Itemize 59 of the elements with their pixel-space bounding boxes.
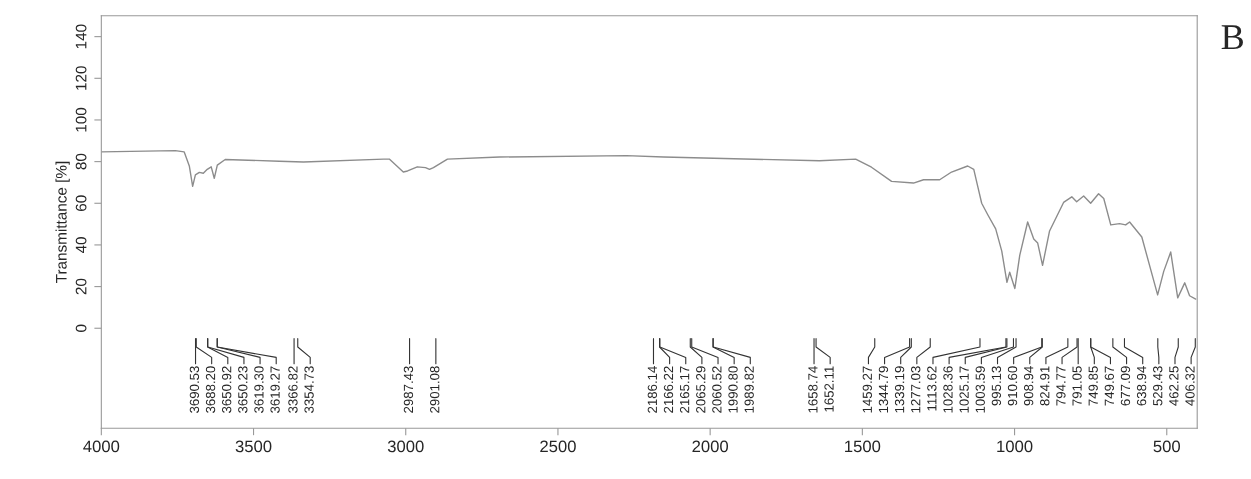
x-tick-label: 3500 — [235, 440, 272, 453]
annotation: 794.77 — [1056, 366, 1066, 406]
annotation: 995.13 — [991, 366, 1002, 406]
annotation: 749.67 — [1104, 366, 1114, 406]
y-tick-label: 40 — [75, 237, 87, 254]
annotation: 3354.73 — [304, 366, 314, 413]
annotation: 1003.59 — [975, 366, 985, 413]
annotation: 824.91 — [1040, 366, 1050, 406]
y-axis-title: Transmittance [%] — [55, 161, 70, 283]
annotation: 1658.74 — [808, 366, 818, 413]
annotation: 2186.14 — [647, 366, 658, 413]
y-tick-label: 100 — [75, 107, 87, 132]
annotation: 908.94 — [1023, 366, 1034, 406]
annotation: 749.85 — [1088, 366, 1098, 406]
annotation: 2165.17 — [679, 366, 690, 413]
annotation: 1113.62 — [927, 366, 937, 411]
x-tick-label: 1500 — [845, 440, 881, 453]
annotation: 2065.29 — [696, 366, 706, 413]
annotation: 791.05 — [1072, 366, 1082, 406]
annotation: 2060.52 — [712, 366, 722, 413]
annotation: 910.60 — [1007, 366, 1018, 406]
annotation: 1344.79 — [878, 366, 889, 413]
annotation: 3688.20 — [205, 366, 216, 413]
annotation: 1339.19 — [894, 366, 905, 413]
annotation: 3690.53 — [189, 366, 200, 413]
annotation: 2987.43 — [403, 366, 414, 413]
line-series — [101, 149, 1197, 300]
annotation: 1028.36 — [943, 366, 953, 413]
y-tick-label: 140 — [75, 24, 87, 49]
x-tick-label: 2000 — [692, 440, 729, 453]
annotation: 3619.27 — [270, 366, 280, 413]
annotation: 1989.82 — [744, 366, 754, 413]
annotation: 406.32 — [1185, 366, 1195, 406]
annotation: 462.25 — [1169, 366, 1179, 406]
y-tick-label: 0 — [75, 324, 87, 332]
x-tick-label: 500 — [1153, 440, 1181, 453]
annotation: 2901.08 — [430, 366, 440, 413]
annotation: 3650.23 — [238, 366, 248, 413]
annotation: 1459.27 — [862, 366, 872, 413]
annotation: 638.94 — [1136, 366, 1147, 406]
x-tick-label: 2500 — [540, 440, 576, 453]
x-tick-label: 3000 — [387, 440, 424, 453]
text: B — [1221, 25, 1243, 50]
annotation: 529.43 — [1153, 366, 1163, 406]
y-tick-label: 120 — [75, 66, 87, 90]
annotation: 3619.30 — [254, 366, 264, 413]
annotation: 3650.92 — [222, 366, 232, 413]
y-tick-label: 80 — [75, 153, 87, 170]
annotation: 1025.17 — [959, 366, 969, 413]
annotation: 1652.11 — [824, 366, 834, 412]
annotation: 677.09 — [1120, 366, 1131, 406]
annotation: 1277.03 — [911, 366, 921, 413]
annotation: 2166.22 — [663, 366, 674, 413]
annotation: 3366.82 — [288, 366, 298, 413]
y-tick-label: 60 — [75, 195, 87, 211]
x-tick-label: 4000 — [83, 440, 120, 453]
x-tick-label: 1000 — [997, 440, 1033, 453]
annotation: 1990.80 — [728, 366, 738, 413]
y-tick-label: 20 — [75, 278, 87, 295]
